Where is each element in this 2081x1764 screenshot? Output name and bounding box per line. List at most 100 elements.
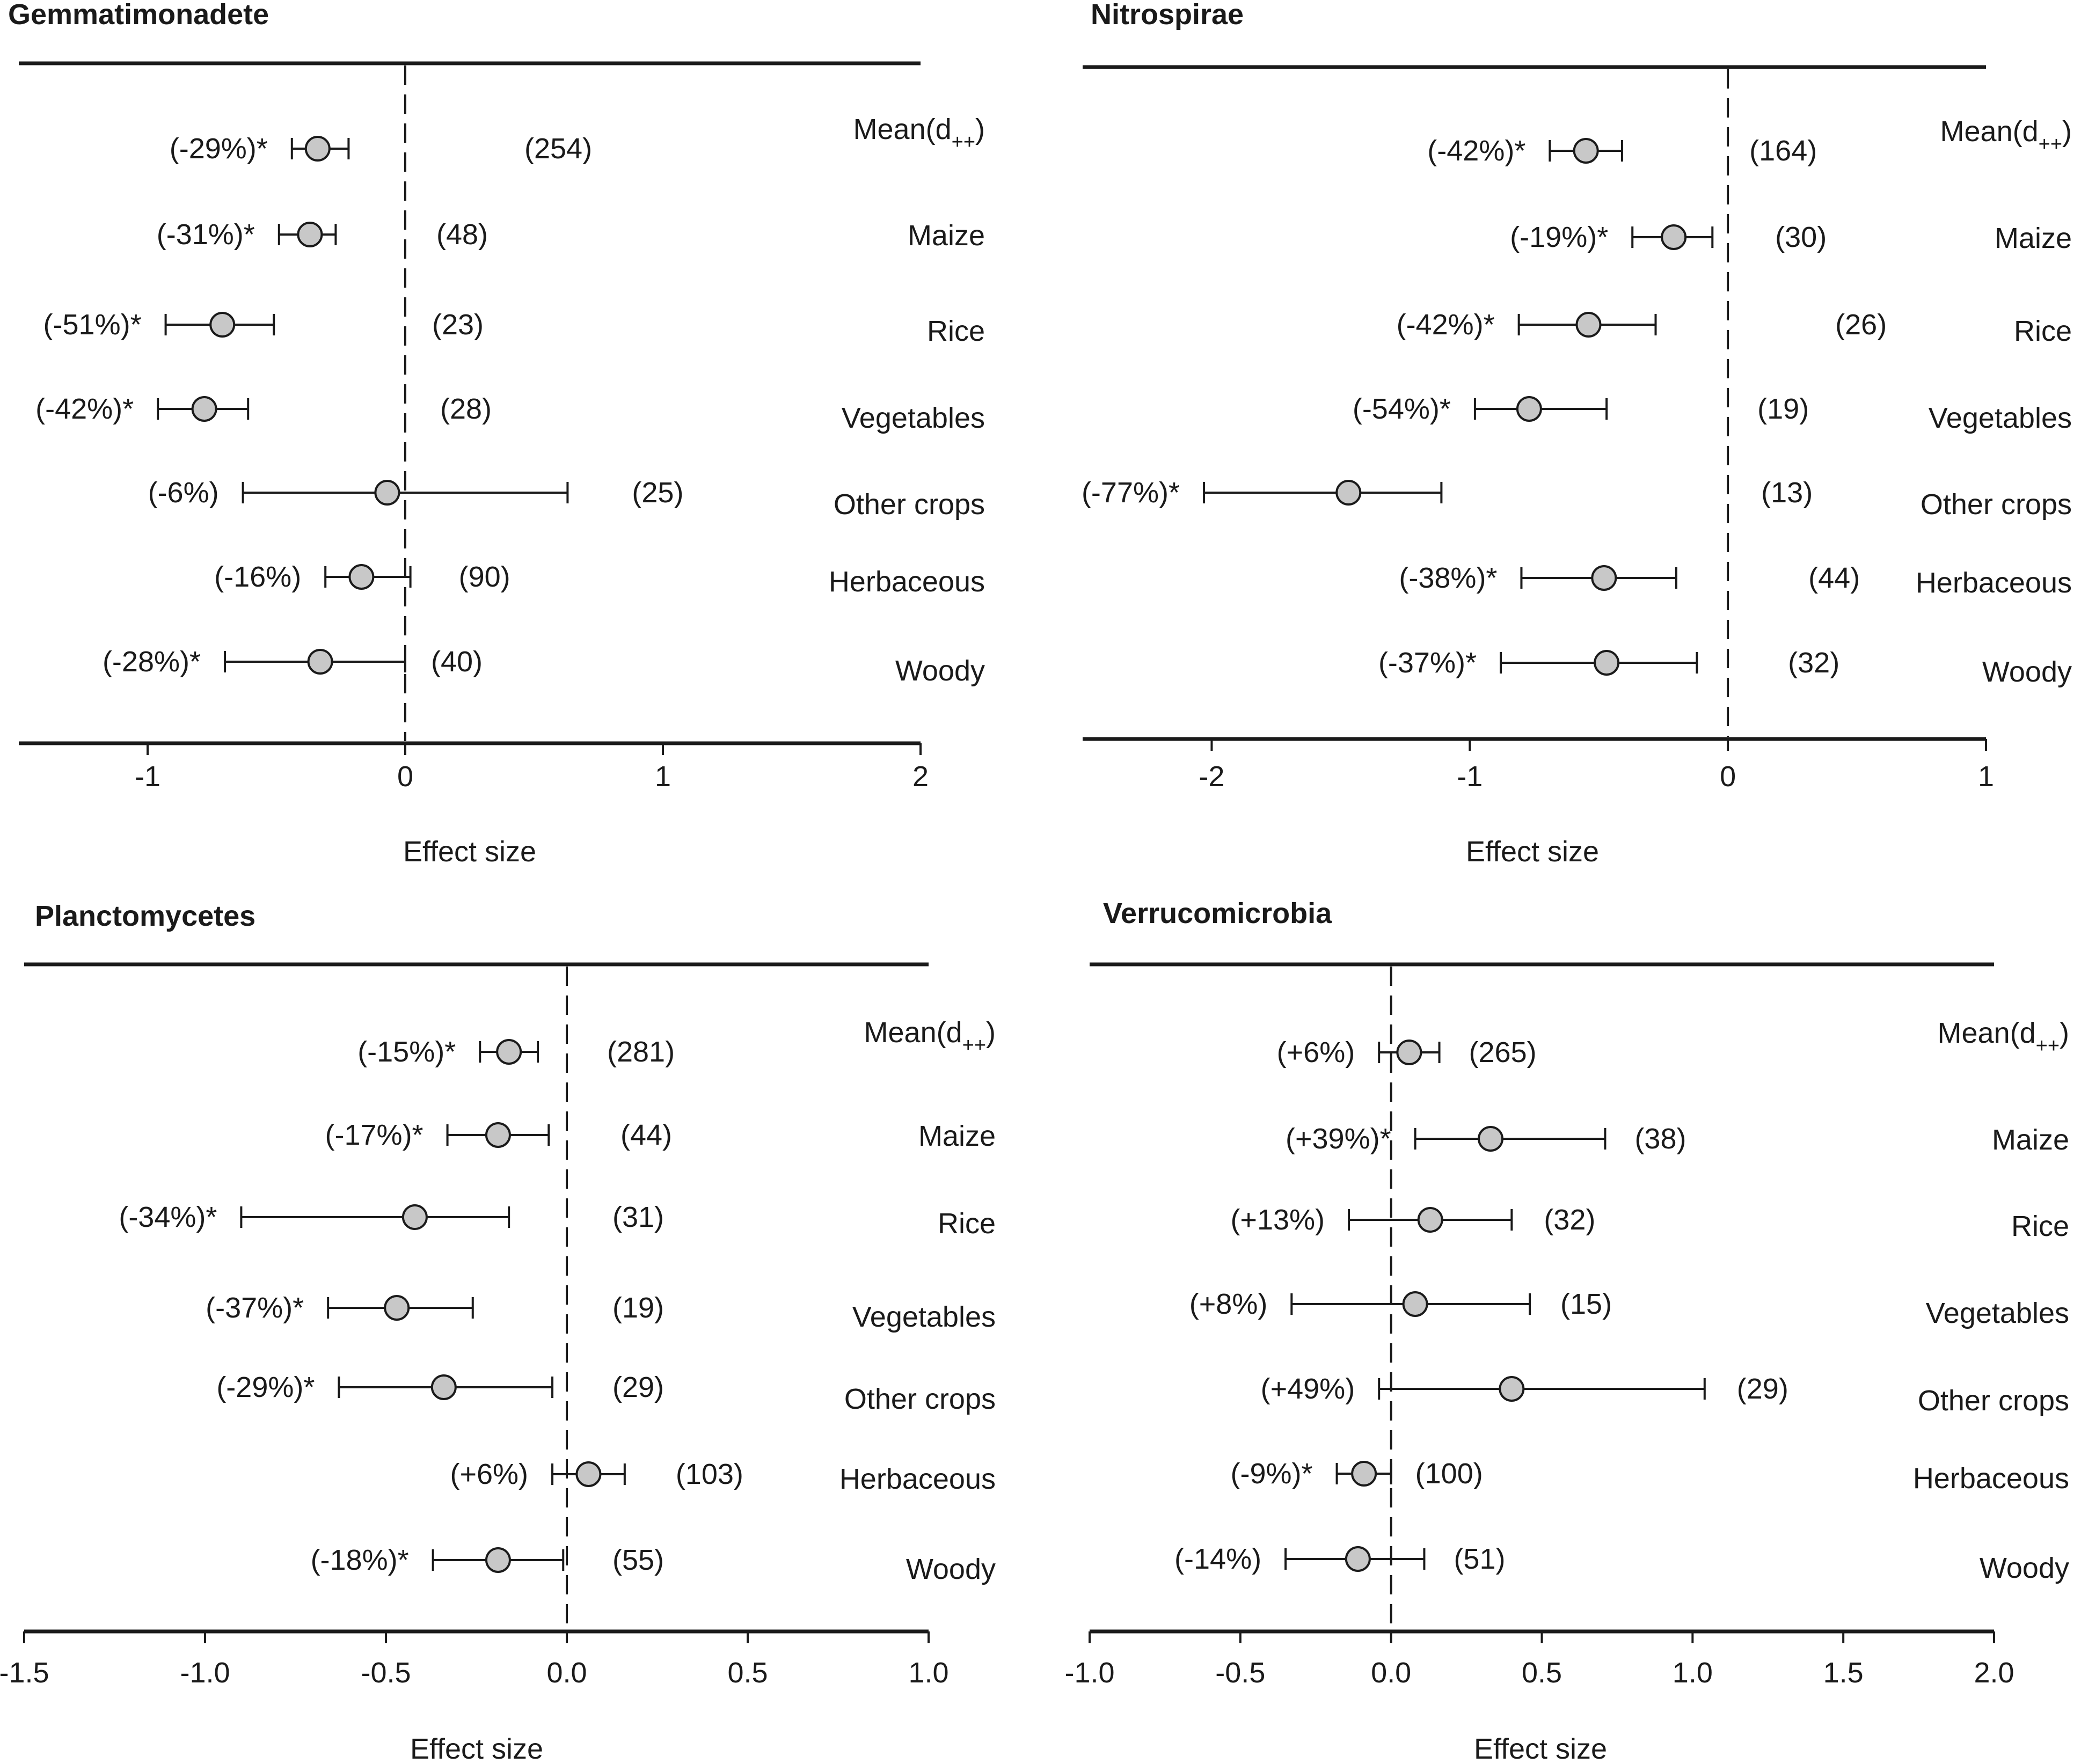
forest-row: (-14%) (51) Woody [1174, 1543, 2069, 1584]
forest-row: (-38%)* (44) Herbaceous [1399, 562, 2072, 599]
x-tick-label: 0.0 [546, 1657, 587, 1689]
effect-marker [297, 222, 323, 247]
x-tick-label: -0.5 [1215, 1657, 1265, 1689]
sample-size-label: (32) [1544, 1204, 1595, 1236]
x-tick-label: 0.5 [1522, 1657, 1562, 1689]
percent-change-label: (-38%)* [1399, 562, 1497, 594]
x-tick-label: 1 [655, 760, 671, 793]
category-label: Rice [938, 1207, 996, 1240]
effect-marker [1594, 650, 1620, 676]
category-label: Herbaceous [839, 1463, 996, 1495]
sample-size-label: (281) [607, 1036, 675, 1068]
panel-title: Gemmatimonadete [8, 0, 269, 31]
forest-row: (-15%)* (281) Mean(d++) [357, 1016, 996, 1068]
sample-size-label: (13) [1761, 477, 1813, 509]
forest-row: (-29%)* (29) Other crops [216, 1371, 996, 1415]
category-label: Vegetables [852, 1301, 996, 1333]
sample-size-label: (25) [632, 477, 683, 509]
effect-marker [1345, 1546, 1371, 1572]
category-label: Herbaceous [1913, 1462, 2069, 1495]
effect-marker [1478, 1126, 1504, 1152]
panel-nitrospirae: Nitrospirae -2 -1 0 1 Effect size (-42%)* (164)… [1082, 0, 2072, 868]
x-tick-label: -1.5 [0, 1657, 49, 1689]
sample-size-label: (254) [524, 133, 592, 165]
percent-change-label: (-15%)* [357, 1036, 456, 1068]
category-label: Other crops [834, 488, 985, 521]
forest-row: (-34%)* (31) Rice [119, 1201, 996, 1240]
forest-row: (-42%)* (26) Rice [1397, 309, 2072, 347]
forest-row: (-42%)* (28) Vegetables [35, 393, 985, 434]
category-label: Maize [1992, 1124, 2069, 1156]
forest-row: (-17%)* (44) Maize [325, 1119, 996, 1152]
forest-row: (+6%) (103) Herbaceous [450, 1458, 996, 1495]
x-tick-label: 1.5 [1823, 1657, 1864, 1689]
sample-size-label: (44) [1808, 562, 1860, 594]
effect-marker [401, 1204, 428, 1230]
sample-size-label: (29) [1737, 1373, 1788, 1405]
percent-change-label: (+8%) [1189, 1288, 1268, 1320]
percent-change-label: (-17%)* [325, 1119, 423, 1151]
sample-size-label: (103) [676, 1458, 743, 1490]
effect-marker [1573, 138, 1599, 164]
percent-change-label: (-37%)* [1378, 647, 1477, 679]
effect-marker [348, 564, 375, 590]
percent-change-label: (+6%) [450, 1458, 528, 1490]
forest-row: (+6%) (265) Mean(d++) [1277, 1017, 2069, 1068]
sample-size-label: (23) [432, 309, 484, 341]
forest-row: (-37%)* (19) Vegetables [206, 1292, 996, 1333]
forest-row: (-31%)* (48) Maize [157, 218, 985, 252]
percent-change-label: (-42%)* [35, 393, 134, 425]
effect-marker [384, 1295, 410, 1321]
percent-change-label: (-51%)* [43, 309, 142, 341]
x-axis-label: Effect size [410, 1733, 543, 1764]
category-label: Other crops [844, 1383, 996, 1415]
forest-row: (-19%)* (30) Maize [1510, 221, 2072, 254]
forest-row: (-28%)* (40) Woody [103, 646, 985, 687]
effect-marker [1351, 1461, 1377, 1487]
effect-marker [1417, 1207, 1443, 1233]
category-label: Rice [927, 315, 985, 347]
x-tick-label: -1.0 [180, 1657, 230, 1689]
effect-marker [1499, 1376, 1525, 1402]
sample-size-label: (19) [1757, 393, 1809, 425]
sample-size-label: (38) [1634, 1123, 1686, 1155]
category-label: Maize [1995, 222, 2072, 254]
forest-row: (+13%) (32) Rice [1230, 1204, 2069, 1242]
forest-row: (-51%)* (23) Rice [43, 309, 985, 347]
sample-size-label: (29) [612, 1371, 664, 1403]
sample-size-label: (48) [436, 218, 488, 251]
forest-row: (-18%)* (55) Woody [311, 1544, 996, 1585]
category-label: Maize [918, 1120, 996, 1152]
effect-marker [1402, 1291, 1428, 1317]
effect-marker [304, 136, 331, 162]
category-label: Rice [2011, 1210, 2069, 1242]
effect-marker [1575, 312, 1602, 338]
percent-change-label: (-6%) [148, 477, 219, 509]
x-tick-label: 1.0 [1673, 1657, 1713, 1689]
sample-size-label: (31) [612, 1201, 664, 1233]
category-label: Rice [2014, 315, 2072, 347]
effect-marker [374, 480, 400, 506]
category-label: Mean(d++) [1940, 115, 2072, 156]
effect-marker [496, 1039, 522, 1065]
forest-row: (+8%) (15) Vegetables [1189, 1288, 2069, 1329]
panel-planctomycetes: Planctomycetes -1.5 -1.0 -0.5 0.0 0.5 1.0 Effec… [0, 900, 996, 1764]
effect-marker [1591, 565, 1617, 591]
effect-marker [485, 1547, 511, 1573]
effect-marker [307, 649, 333, 675]
percent-change-label: (+49%) [1261, 1373, 1355, 1405]
sample-size-label: (19) [612, 1292, 664, 1324]
forest-row: (+49%) (29) Other crops [1261, 1373, 2069, 1417]
x-tick-label: 2.0 [1974, 1657, 2014, 1689]
percent-change-label: (-37%)* [206, 1292, 304, 1324]
forest-row: (-54%)* (19) Vegetables [1353, 393, 2072, 434]
percent-change-label: (-18%)* [311, 1544, 409, 1576]
sample-size-label: (55) [612, 1544, 664, 1576]
effect-marker [1661, 224, 1687, 250]
category-label: Mean(d++) [853, 113, 985, 153]
sample-size-label: (51) [1454, 1543, 1505, 1575]
x-tick-label: 2 [912, 760, 929, 793]
effect-marker [191, 396, 217, 422]
panel-title: Nitrospirae [1091, 0, 1244, 31]
